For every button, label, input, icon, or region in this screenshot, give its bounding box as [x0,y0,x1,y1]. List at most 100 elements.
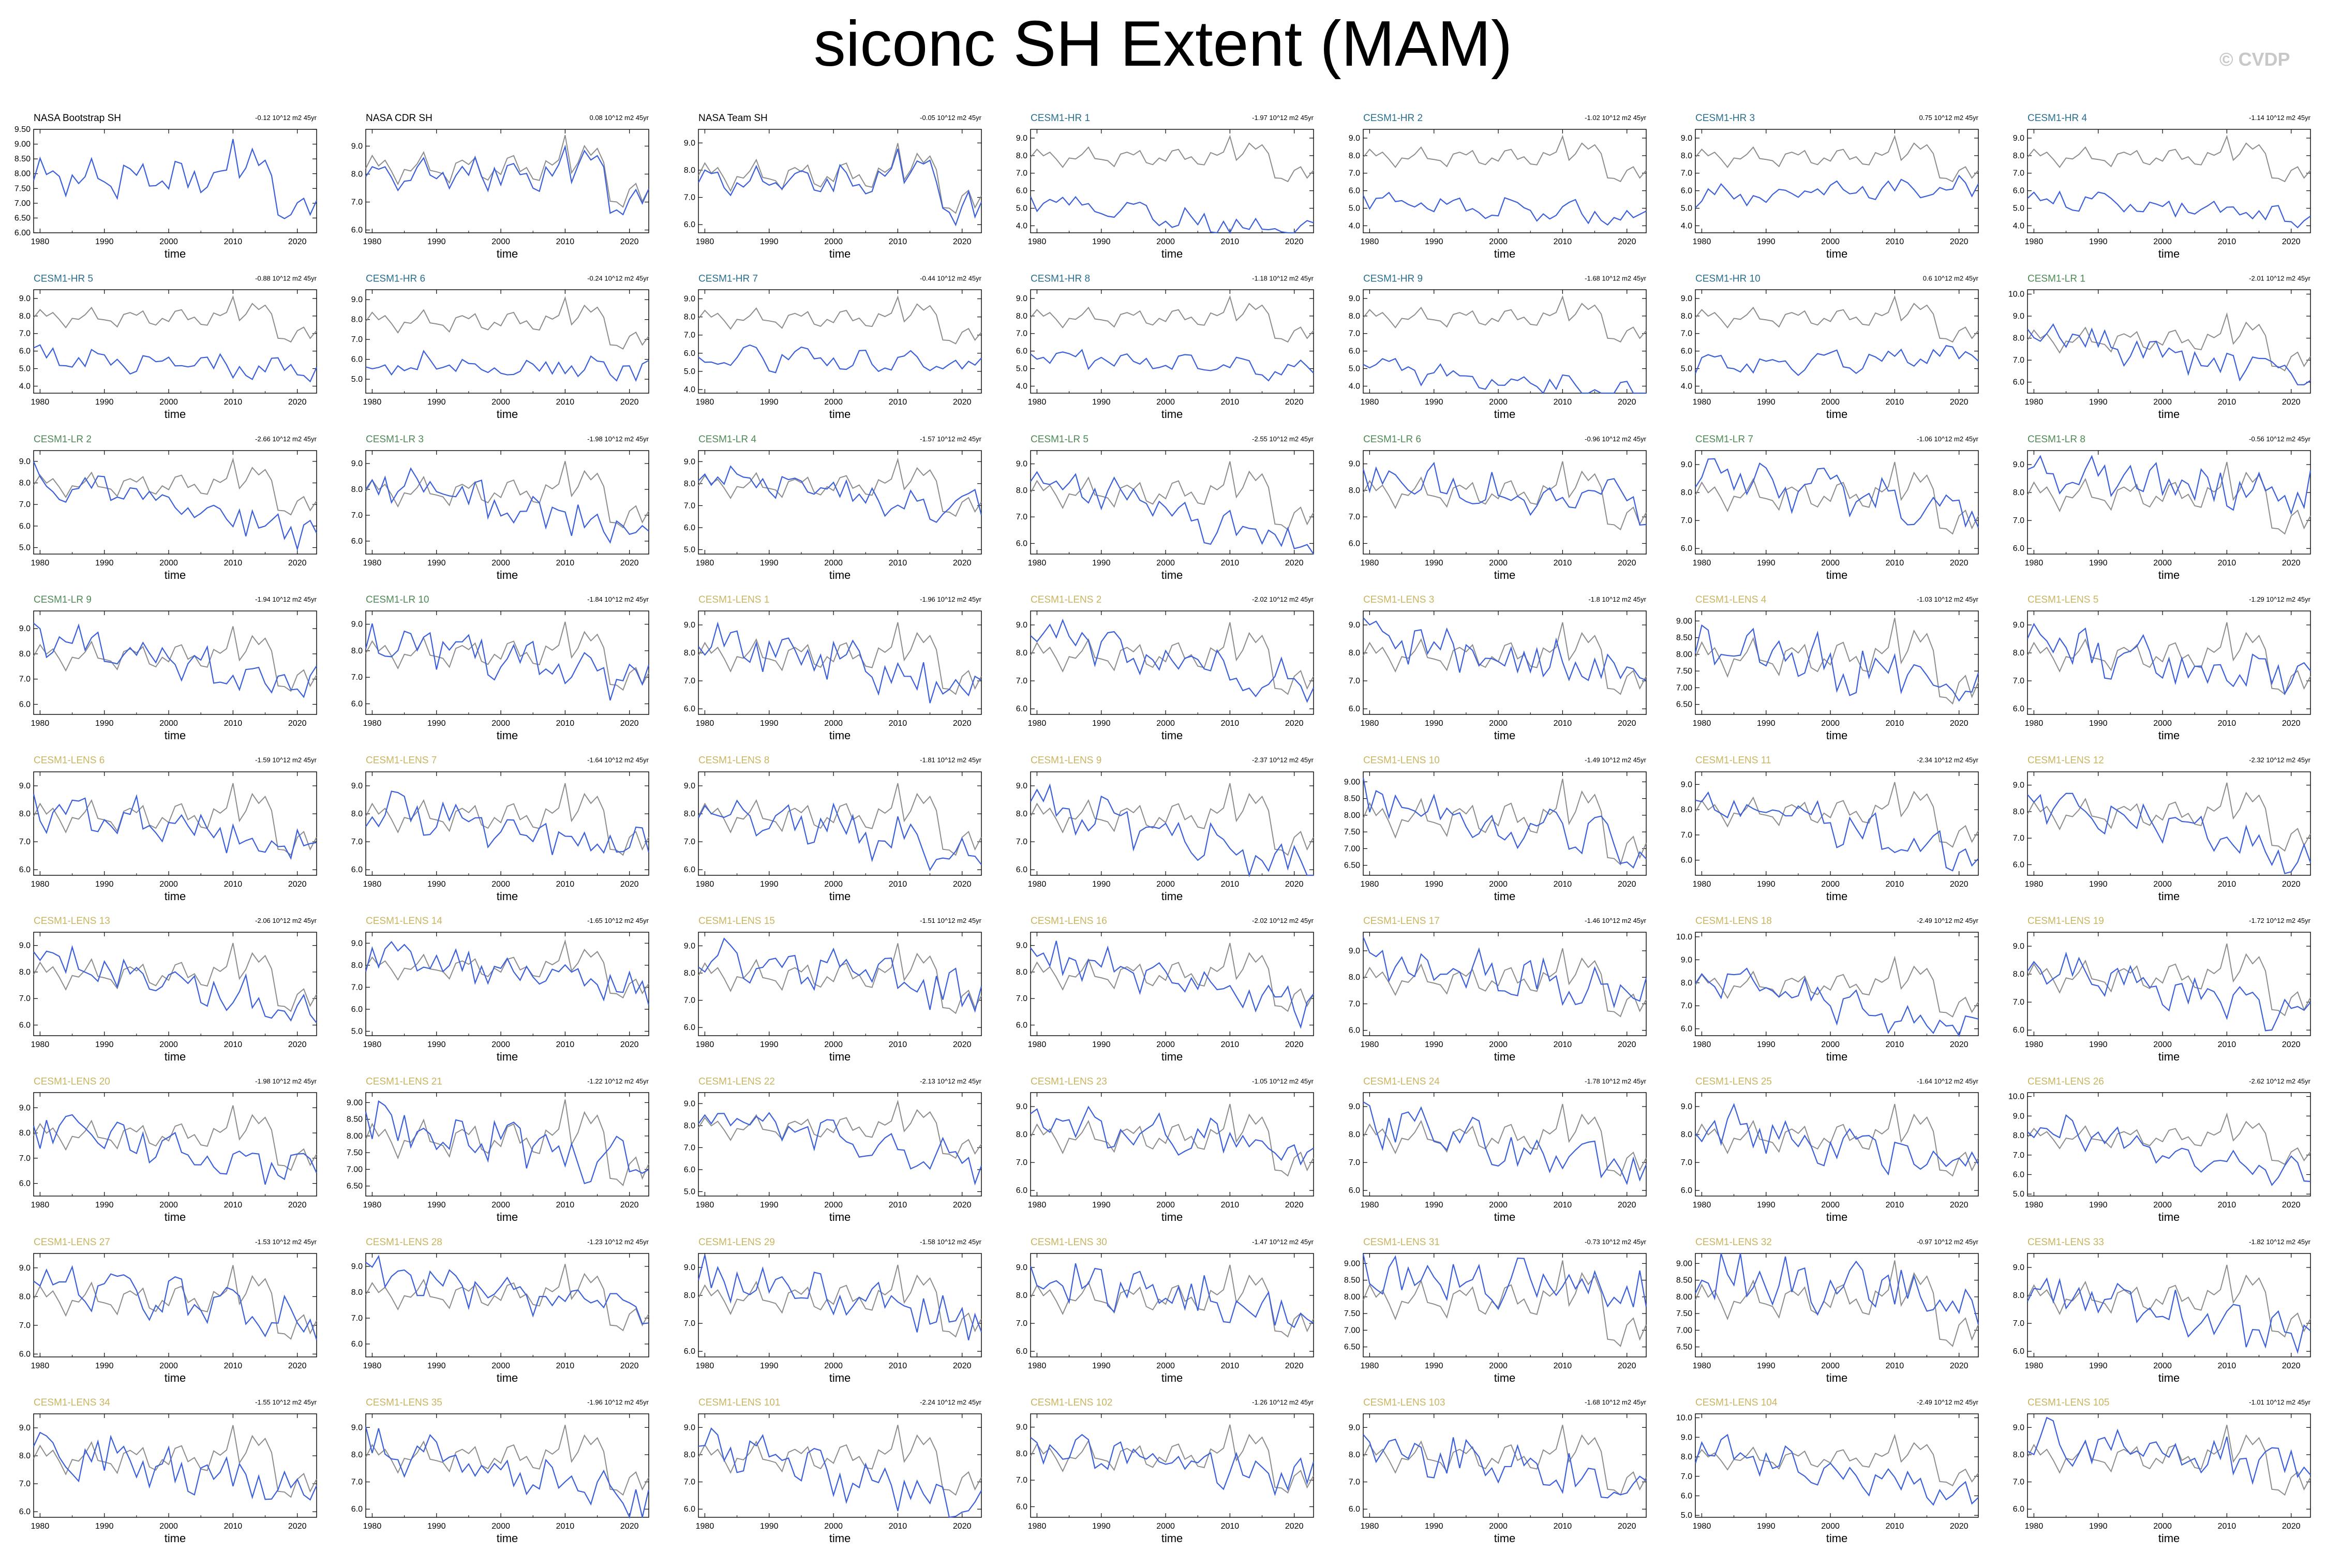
y-tick-label: 8.0 [2013,808,2024,816]
y-tick-label: 8.0 [351,1451,363,1459]
y-tick-label: 9.00 [1344,1259,1360,1268]
x-tick-label: 1980 [31,1040,50,1049]
x-tick-label: 2020 [1285,719,1304,728]
series-line [698,344,982,374]
y-tick-label: 7.50 [1676,1309,1692,1318]
x-tick-label: 1980 [363,1201,382,1209]
plot-frame [33,932,317,1036]
x-tick-label: 1990 [760,880,779,889]
y-tick-label: 8.00 [347,1132,363,1141]
x-tick-label: 1980 [1693,398,1711,407]
series-line [33,622,317,698]
series-line [2027,951,2311,1032]
reference-series-line [698,295,982,345]
x-tick-label: 1980 [1028,719,1047,728]
x-tick-label: 1980 [696,880,714,889]
panel: CESM1-LENS 11 -2.34 10^12 m2 45yr 9.0 8.0 7.… [1681,755,1979,903]
y-tick-label: 7.0 [19,1480,31,1488]
x-tick-label: 2020 [953,1362,972,1370]
y-tick-label: 5.0 [684,1187,695,1196]
x-tick-label: 1980 [363,719,382,728]
x-tick-label: 2000 [2153,559,2172,568]
y-tick-label: 9.0 [1016,1102,1027,1111]
y-tick-label: 7.00 [1344,844,1360,853]
x-tick-label: 1990 [1757,880,1776,889]
x-axis-label: time [1826,569,1848,581]
y-tick-label: 8.0 [1016,312,1027,321]
x-tick-label: 1980 [1361,559,1379,568]
y-tick-label: 7.50 [14,184,31,193]
y-tick-label: 8.00 [1344,811,1360,820]
series-line [1362,777,1647,869]
y-tick-label: 7.0 [19,1154,31,1163]
panel-title: CESM1-LR 6 [1363,434,1421,445]
y-tick-label: 9.00 [1344,778,1360,786]
x-tick-label: 2010 [1221,1040,1240,1049]
series-line [1363,1101,1647,1186]
y-tick-label: 9.0 [684,782,695,790]
panel: NASA Team SH -0.05 10^12 m2 45yr 9.0 8.0 7.0… [684,113,982,260]
x-tick-label: 1990 [1757,1362,1776,1370]
panel-title: CESM1-LENS 35 [366,1397,442,1408]
x-tick-label: 2000 [1821,1522,1840,1531]
x-tick-label: 2020 [1950,237,1969,246]
y-tick-label: 6.0 [19,700,31,709]
y-tick-label: 8.0 [684,1291,695,1300]
x-tick-label: 2020 [620,559,639,568]
series-line [1694,624,1979,702]
x-tick-label: 2010 [556,1522,575,1531]
x-tick-label: 2000 [491,880,510,889]
panel: CESM1-LENS 24 -1.78 10^12 m2 45yr 9.0 8.0 7.… [1349,1076,1647,1223]
y-tick-label: 6.0 [684,1023,695,1032]
x-tick-label: 2000 [159,1040,178,1049]
y-tick-label: 6.0 [351,537,363,546]
x-tick-label: 2010 [556,237,575,246]
x-axis-label: time [165,1532,186,1545]
y-tick-label: 9.0 [684,1423,695,1432]
x-tick-label: 1980 [363,1522,382,1531]
panel-title: NASA CDR SH [366,113,433,124]
x-tick-label: 1980 [1693,1522,1711,1531]
y-tick-label: 8.0 [1349,1451,1360,1459]
y-tick-label: 7.0 [1681,1158,1692,1167]
plot-frame [1695,129,1979,233]
y-tick-label: 9.0 [1349,947,1360,955]
x-tick-label: 2020 [2282,1522,2301,1531]
trend-label: -1.97 10^12 m2 45yr [1252,114,1314,122]
panel-title: CESM1-LENS 12 [2027,755,2104,766]
panel-title: CESM1-LENS 29 [698,1237,775,1248]
series-line [698,1112,982,1186]
y-tick-label: 6.0 [1016,187,1027,196]
x-axis-label: time [1826,247,1848,260]
x-tick-label: 1980 [2025,237,2044,246]
x-tick-label: 2010 [1221,1362,1240,1370]
y-tick-label: 9.0 [1016,1263,1027,1272]
x-tick-label: 2010 [224,1040,243,1049]
y-tick-label: 8.0 [2013,152,2024,160]
trend-label: -1.05 10^12 m2 45yr [1252,1077,1314,1085]
x-axis-label: time [829,1050,851,1063]
panel-title: CESM1-LENS 6 [34,755,105,766]
panel: CESM1-LENS 29 -1.58 10^12 m2 45yr 9.0 8.0 7.… [684,1237,982,1384]
trend-label: 0.75 10^12 m2 45yr [1919,114,1978,122]
plot-frame [2027,1092,2311,1197]
series-line [1695,1102,1979,1176]
y-tick-label: 9.0 [19,782,31,790]
trend-label: -1.72 10^12 m2 45yr [2249,917,2311,924]
trend-label: -0.56 10^12 m2 45yr [2249,435,2311,443]
x-axis-label: time [497,408,518,421]
y-tick-label: 6.0 [351,865,363,874]
y-tick-label: 7.0 [1681,516,1692,525]
panel: CESM1-LENS 34 -1.55 10^12 m2 45yr 9.0 8.0 7.… [19,1397,318,1545]
x-tick-label: 2010 [2218,398,2236,407]
x-axis-label: time [1826,1371,1848,1384]
panel-title: CESM1-LENS 17 [1363,916,1440,927]
panel: CESM1-LENS 20 -1.98 10^12 m2 45yr 9.0 8.0 7.… [19,1076,318,1223]
series-line [1695,458,1979,528]
y-tick-label: 6.0 [19,1350,31,1358]
x-tick-label: 1990 [427,1040,446,1049]
y-tick-label: 9.0 [1016,134,1027,143]
y-tick-label: 8.50 [1676,1276,1692,1285]
x-tick-label: 2000 [824,719,843,728]
x-tick-label: 1990 [2089,719,2108,728]
